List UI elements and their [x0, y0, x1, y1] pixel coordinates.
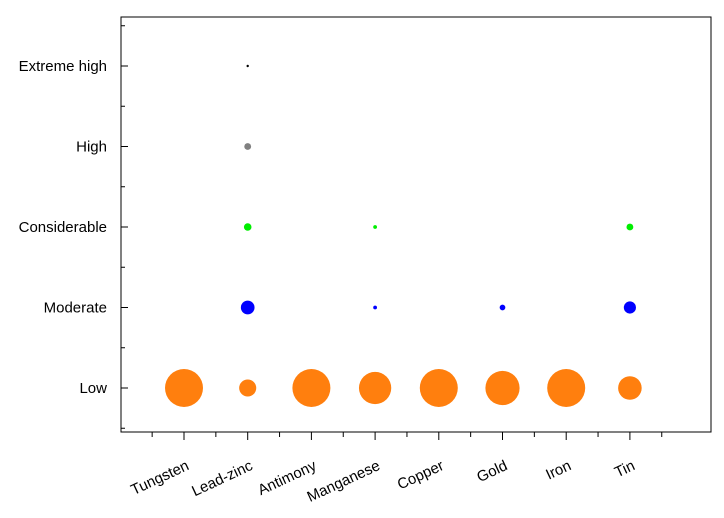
- y-axis: Low Moderate Considerable High Extreme high: [19, 25, 128, 429]
- bubble-manganese-considerable: [373, 225, 377, 229]
- x-tick-label: Copper: [395, 457, 447, 493]
- y-tick-label: High: [76, 139, 107, 156]
- bubble-manganese-low: [358, 371, 392, 405]
- x-tick-label: Gold: [474, 457, 510, 486]
- x-tick-label: Manganese: [305, 457, 383, 506]
- bubble-copper-low: [419, 369, 458, 407]
- bubble-gold-moderate: [499, 304, 506, 311]
- bubble-lead-zinc-extreme-high: [246, 64, 249, 68]
- bubble-antimony-low: [292, 369, 331, 407]
- bubble-manganese-moderate: [373, 305, 377, 310]
- y-tick-label: Moderate: [44, 300, 107, 317]
- bubble-tungsten-low: [165, 369, 203, 407]
- x-tick-label: Tungsten: [128, 457, 191, 499]
- bubble-tin-moderate: [623, 301, 636, 314]
- y-tick-label: Low: [79, 380, 107, 397]
- x-tick-label: Lead-zinc: [189, 457, 256, 500]
- bubble-iron-low: [547, 369, 586, 407]
- bubble-lead-zinc-low: [239, 379, 257, 397]
- bubble-tin-low: [618, 376, 642, 400]
- bubble-lead-zinc-high: [244, 143, 252, 150]
- y-tick-label: Considerable: [19, 219, 107, 236]
- plot-area-frame: [120, 16, 712, 433]
- x-tick-label: Iron: [543, 457, 574, 483]
- y-tick-label: Extreme high: [19, 58, 107, 75]
- bubble-tin-considerable: [626, 223, 634, 231]
- bubble-lead-zinc-moderate: [240, 300, 255, 315]
- x-tick-label: Tin: [612, 457, 638, 481]
- bubble-lead-zinc-considerable: [243, 223, 252, 231]
- data-points: [165, 64, 642, 407]
- bubble-gold-low: [485, 370, 520, 406]
